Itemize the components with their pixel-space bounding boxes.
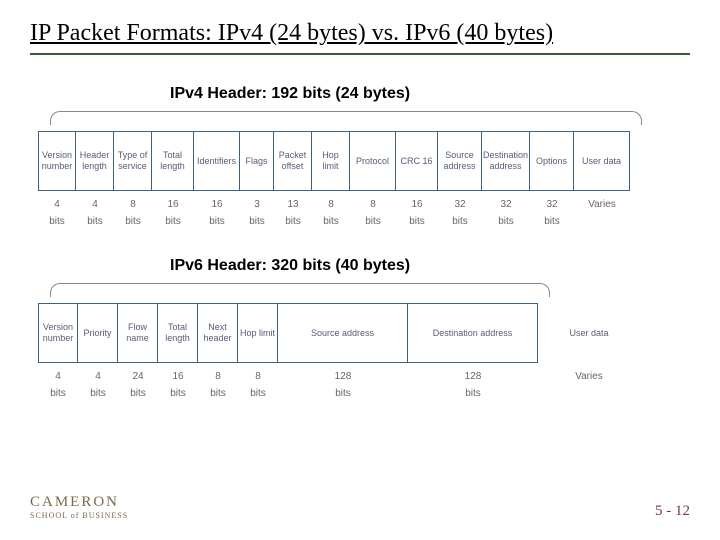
field-cell: Next header — [198, 303, 238, 363]
ipv6-label: IPv6 Header: 320 bits (40 bytes) — [170, 257, 690, 275]
logo-top: CAMERON — [30, 494, 128, 511]
logo: CAMERON SCHOOL of BUSINESS — [30, 494, 128, 520]
footer: CAMERON SCHOOL of BUSINESS 5 - 12 — [30, 494, 690, 520]
field-cell: Flow name — [118, 303, 158, 363]
field-cell: Hop limit — [312, 131, 350, 191]
field-cell: User data — [574, 131, 630, 191]
field-cell: Header length — [76, 131, 114, 191]
field-cell: Type of service — [114, 131, 152, 191]
bits-cell: 8bits — [238, 367, 278, 399]
field-cell: Destination address — [408, 303, 538, 363]
field-cell: Protocol — [350, 131, 396, 191]
bits-cell: 32bits — [530, 195, 574, 227]
ipv6-header-row: Version numberPriorityFlow nameTotal len… — [38, 303, 682, 363]
bits-cell: 32bits — [438, 195, 482, 227]
field-cell: Source address — [278, 303, 408, 363]
field-cell: Total length — [158, 303, 198, 363]
bits-cell: 16bits — [158, 367, 198, 399]
bits-cell: 16bits — [396, 195, 438, 227]
page-number: 5 - 12 — [655, 503, 690, 520]
bits-cell: 8bits — [198, 367, 238, 399]
field-cell: Flags — [240, 131, 274, 191]
bits-cell: 4bits — [76, 195, 114, 227]
bits-cell: 24bits — [118, 367, 158, 399]
ipv6-bracket — [50, 283, 670, 297]
ipv4-label: IPv4 Header: 192 bits (24 bytes) — [170, 85, 690, 103]
field-cell: Version number — [38, 131, 76, 191]
field-cell: Total length — [152, 131, 194, 191]
field-cell: Version number — [38, 303, 78, 363]
field-cell: CRC 16 — [396, 131, 438, 191]
bits-cell: 16bits — [194, 195, 240, 227]
field-cell: Identifiers — [194, 131, 240, 191]
bits-cell: 32bits — [482, 195, 530, 227]
ipv4-bits-row: 4bits4bits8bits16bits16bits3bits13bits8b… — [38, 195, 682, 227]
bits-cell: 3bits — [240, 195, 274, 227]
bits-cell: 16bits — [152, 195, 194, 227]
field-cell: User data — [544, 303, 634, 363]
bits-cell: Varies — [544, 367, 634, 399]
field-cell: Destination address — [482, 131, 530, 191]
bits-cell: 4bits — [78, 367, 118, 399]
bits-cell: 128bits — [278, 367, 408, 399]
bits-cell: 128bits — [408, 367, 538, 399]
bits-cell: 4bits — [38, 367, 78, 399]
field-cell: Options — [530, 131, 574, 191]
bits-cell: 8bits — [114, 195, 152, 227]
field-cell: Priority — [78, 303, 118, 363]
ipv4-bracket — [50, 111, 670, 125]
bits-cell: 4bits — [38, 195, 76, 227]
ipv4-header-row: Version numberHeader lengthType of servi… — [38, 131, 682, 191]
field-cell: Source address — [438, 131, 482, 191]
bits-cell: 8bits — [312, 195, 350, 227]
field-cell: Packet offset — [274, 131, 312, 191]
bits-cell: Varies — [574, 195, 630, 227]
field-cell: Hop limit — [238, 303, 278, 363]
bits-cell: 8bits — [350, 195, 396, 227]
bits-cell: 13bits — [274, 195, 312, 227]
slide-title: IP Packet Formats: IPv4 (24 bytes) vs. I… — [30, 20, 690, 55]
logo-bottom: SCHOOL of BUSINESS — [30, 511, 128, 520]
ipv6-bits-row: 4bits4bits24bits16bits8bits8bits128bits1… — [38, 367, 682, 399]
